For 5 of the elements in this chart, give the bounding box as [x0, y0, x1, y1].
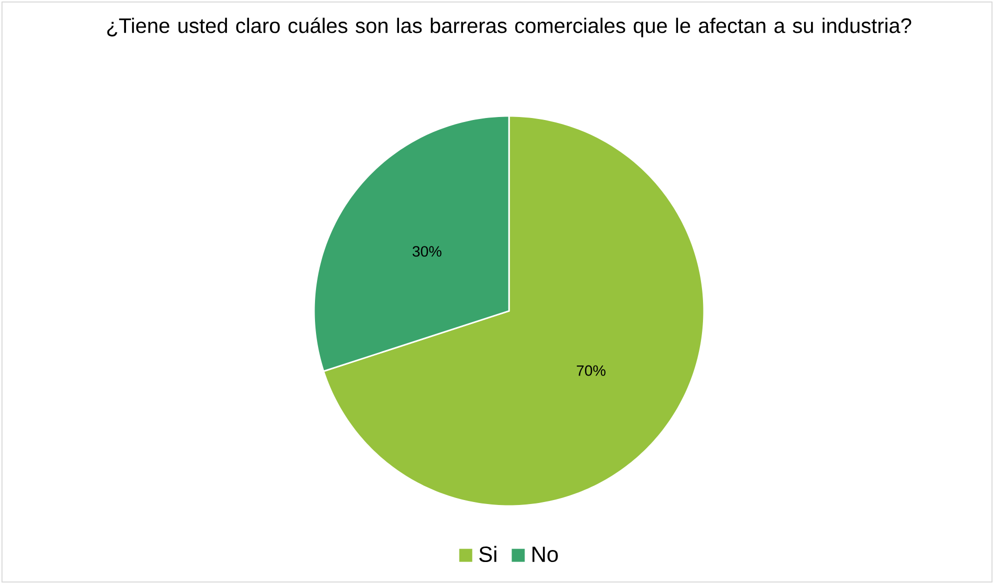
chart-title: ¿Tiene usted claro cuáles son las barreras comerciales que le afectan a su industria?: [107, 18, 912, 38]
data-label: 70%: [576, 365, 606, 376]
data-label: 30%: [412, 246, 442, 257]
legend-label: No: [532, 546, 558, 562]
legend-label: Si: [479, 546, 496, 562]
